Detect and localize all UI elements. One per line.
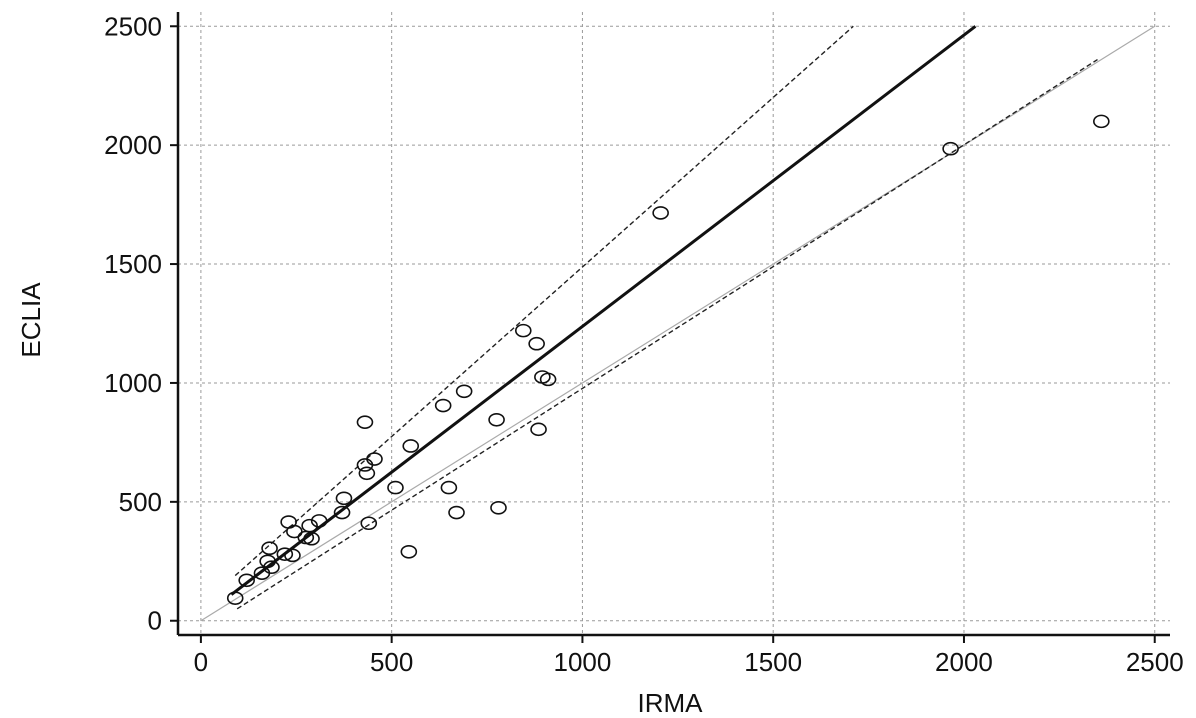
data-point: [333, 505, 351, 520]
data-point: [402, 439, 420, 453]
data-point: [400, 544, 418, 559]
data-point: [226, 591, 244, 605]
x-tick-label: 1000: [554, 647, 612, 677]
data-point: [301, 518, 318, 533]
regression-line: [230, 25, 977, 596]
data-point: [358, 466, 376, 481]
y-tick-label: 2000: [104, 130, 162, 160]
data-point: [528, 336, 545, 351]
data-point: [284, 548, 301, 563]
grid: [178, 12, 1170, 635]
y-tick-label: 2500: [104, 11, 162, 41]
data-point: [310, 514, 328, 528]
axes: [170, 12, 1170, 643]
y-tick-label: 1500: [104, 249, 162, 279]
data-point: [276, 547, 294, 561]
data-point: [238, 573, 255, 588]
y-axis-title: ECLIA: [16, 282, 46, 358]
lower-bound-line: [236, 58, 1098, 610]
data-point: [261, 541, 278, 556]
data-point: [488, 413, 505, 427]
tick-labels: 0 500 1000 1500 2000 2500 0 500 1000 1500 2000 2500: [104, 11, 1184, 677]
y-tick-label: 500: [119, 487, 162, 517]
data-point: [539, 372, 557, 387]
data-point: [434, 398, 452, 413]
x-axis-title: IRMA: [638, 688, 704, 718]
x-tick-label: 0: [194, 647, 208, 677]
x-tick-label: 500: [370, 647, 413, 677]
identity-line: [200, 25, 1156, 622]
y-tick-label: 0: [148, 606, 162, 636]
y-tick-label: 1000: [104, 368, 162, 398]
data-point: [1093, 114, 1110, 129]
data-point: [356, 458, 374, 472]
data-point: [356, 415, 374, 429]
data-point: [360, 516, 378, 531]
data-point: [490, 500, 507, 515]
data-point: [286, 524, 303, 539]
x-tick-label: 1500: [744, 647, 802, 677]
data-point: [263, 560, 280, 575]
data-points: [226, 114, 1110, 605]
data-point: [335, 491, 353, 506]
data-point: [303, 531, 320, 546]
data-point: [387, 480, 404, 495]
data-point: [942, 141, 959, 156]
data-point: [366, 452, 383, 466]
x-tick-label: 2000: [935, 647, 993, 677]
data-point: [455, 384, 473, 399]
x-tick-label: 2500: [1126, 647, 1184, 677]
data-point: [448, 505, 465, 520]
data-point: [440, 480, 458, 495]
data-point: [514, 323, 532, 338]
reference-lines: [200, 25, 1156, 622]
upper-bound-line: [234, 25, 854, 577]
data-point: [652, 206, 669, 220]
data-point: [253, 566, 271, 580]
data-point: [530, 422, 547, 437]
